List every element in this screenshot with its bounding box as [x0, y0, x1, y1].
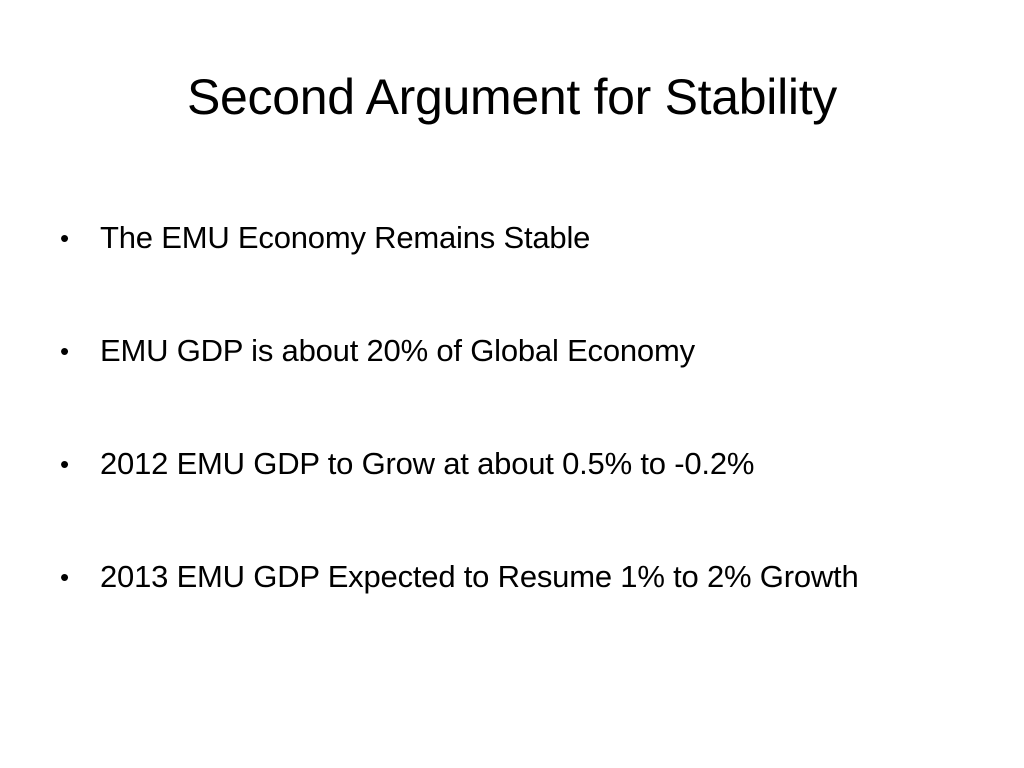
bullet-text: The EMU Economy Remains Stable	[100, 220, 591, 255]
bullet-icon: •	[60, 336, 70, 366]
bullet-text: 2013 EMU GDP Expected to Resume 1% to 2%…	[100, 559, 859, 594]
bullet-icon: •	[60, 562, 70, 592]
bullet-item: • EMU GDP is about 20% of Global Economy	[60, 331, 940, 371]
bullet-item: • The EMU Economy Remains Stable	[60, 218, 940, 258]
slide-title: Second Argument for Stability	[187, 69, 837, 125]
bullet-list: • The EMU Economy Remains Stable • EMU G…	[60, 218, 940, 597]
bullet-item: • 2013 EMU GDP Expected to Resume 1% to …	[60, 557, 940, 597]
bullet-icon: •	[60, 223, 70, 253]
bullet-text: 2012 EMU GDP to Grow at about 0.5% to -0…	[100, 446, 755, 481]
bullet-item: • 2012 EMU GDP to Grow at about 0.5% to …	[60, 444, 940, 484]
bullet-icon: •	[60, 449, 70, 479]
bullet-text: EMU GDP is about 20% of Global Economy	[100, 333, 695, 368]
